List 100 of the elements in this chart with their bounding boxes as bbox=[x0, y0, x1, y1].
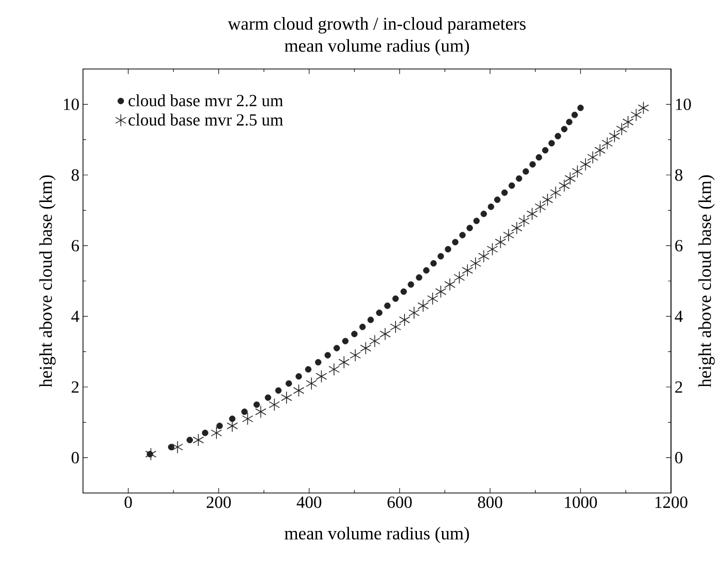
point bbox=[452, 238, 458, 246]
point bbox=[306, 377, 318, 390]
point bbox=[392, 295, 399, 302]
point bbox=[577, 104, 584, 112]
point bbox=[622, 116, 634, 128]
point bbox=[296, 373, 302, 380]
y2-axis-title: height above cloud base (km) bbox=[698, 175, 715, 388]
point bbox=[305, 366, 312, 373]
x-tick-label: 600 bbox=[388, 496, 412, 508]
point bbox=[494, 236, 506, 249]
y-tick-label: 6 bbox=[72, 240, 79, 252]
point bbox=[571, 112, 578, 118]
point bbox=[360, 342, 372, 355]
point bbox=[542, 147, 548, 154]
point bbox=[522, 168, 530, 175]
x-tick-label: 1000 bbox=[565, 496, 597, 508]
point bbox=[518, 214, 530, 228]
point bbox=[280, 391, 292, 404]
point bbox=[192, 434, 204, 446]
point bbox=[587, 150, 598, 164]
point bbox=[390, 320, 402, 334]
point bbox=[334, 344, 340, 352]
point bbox=[529, 161, 536, 168]
point bbox=[241, 408, 248, 415]
point bbox=[438, 253, 444, 260]
y2-tick-label: 8 bbox=[675, 169, 682, 181]
point bbox=[526, 207, 538, 220]
y2-tick-label: 0 bbox=[675, 452, 682, 464]
y2-tick-label: 2 bbox=[675, 381, 682, 393]
point bbox=[466, 224, 473, 232]
point bbox=[286, 380, 292, 387]
point bbox=[548, 140, 555, 146]
point bbox=[511, 222, 522, 234]
point bbox=[186, 436, 193, 444]
point bbox=[229, 416, 236, 422]
legend-label: cloud base mvr 2.2 um bbox=[128, 94, 284, 106]
point bbox=[459, 232, 466, 238]
point bbox=[423, 267, 430, 274]
point bbox=[566, 118, 572, 126]
legend-label: cloud base mvr 2.5 um bbox=[128, 114, 284, 126]
point bbox=[369, 334, 380, 348]
point bbox=[416, 274, 422, 281]
x-tick-label: 800 bbox=[478, 496, 502, 508]
point bbox=[324, 352, 331, 358]
point bbox=[399, 313, 410, 326]
point bbox=[594, 144, 606, 157]
point bbox=[242, 412, 254, 426]
x-tick-label: 400 bbox=[296, 496, 322, 508]
point bbox=[580, 158, 592, 171]
chart-subtitle: mean volume radius (um) bbox=[284, 39, 469, 56]
x-tick-label: 0 bbox=[124, 496, 132, 508]
point bbox=[400, 288, 407, 295]
point bbox=[268, 398, 280, 412]
x-tick-label: 200 bbox=[206, 496, 231, 508]
point bbox=[444, 246, 452, 252]
point bbox=[608, 130, 620, 143]
point bbox=[384, 302, 391, 309]
point bbox=[494, 196, 501, 203]
point bbox=[470, 256, 482, 270]
point bbox=[275, 387, 282, 394]
point bbox=[338, 356, 350, 369]
point bbox=[172, 440, 184, 454]
point bbox=[503, 228, 514, 242]
point bbox=[554, 132, 562, 140]
y-axis-title: height above cloud base (km) bbox=[39, 175, 56, 388]
y-tick-label: 8 bbox=[72, 169, 79, 181]
point bbox=[253, 401, 260, 408]
point bbox=[616, 122, 628, 136]
point bbox=[216, 422, 223, 430]
point bbox=[255, 405, 266, 418]
point bbox=[564, 172, 576, 185]
point bbox=[462, 264, 474, 277]
point bbox=[444, 278, 456, 291]
point bbox=[145, 448, 156, 461]
point bbox=[534, 200, 546, 214]
y2-tick-label: 10 bbox=[676, 98, 691, 110]
point bbox=[350, 348, 361, 362]
point bbox=[480, 210, 487, 218]
point bbox=[454, 271, 465, 284]
chart-title: warm cloud growth / in-cloud parameters bbox=[228, 17, 526, 34]
x-tick-label: 1200 bbox=[656, 496, 688, 508]
point bbox=[501, 189, 508, 196]
point bbox=[561, 126, 568, 132]
point bbox=[427, 292, 438, 306]
point bbox=[367, 316, 374, 324]
y-tick-label: 0 bbox=[72, 452, 79, 464]
point bbox=[351, 330, 358, 338]
point bbox=[550, 186, 562, 200]
y2-tick-label: 4 bbox=[674, 310, 683, 322]
point bbox=[210, 426, 222, 440]
point bbox=[536, 154, 542, 161]
point bbox=[202, 430, 208, 436]
point bbox=[430, 260, 437, 267]
point bbox=[572, 165, 583, 178]
y-tick-label: 2 bbox=[72, 381, 79, 393]
y-tick-label: 4 bbox=[71, 310, 80, 322]
point bbox=[478, 250, 490, 263]
point bbox=[408, 281, 414, 288]
point bbox=[630, 108, 642, 122]
point bbox=[516, 175, 522, 182]
